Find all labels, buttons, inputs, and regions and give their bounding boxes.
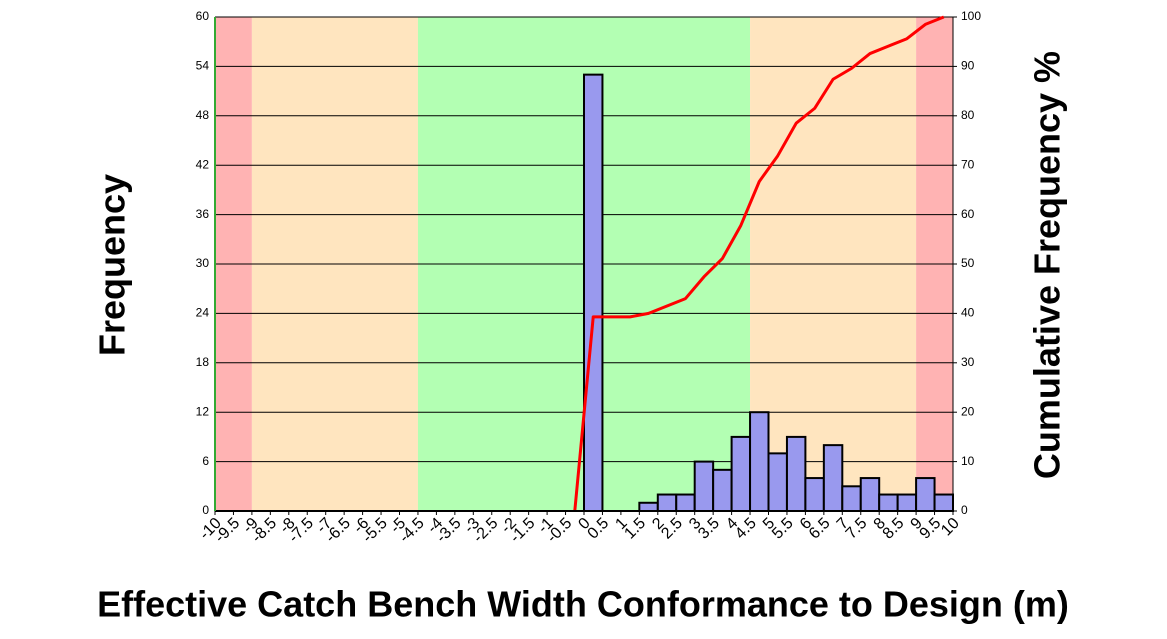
bar — [804, 477, 825, 513]
bar — [583, 73, 604, 512]
y-tick-label: 24 — [196, 306, 210, 320]
bar — [896, 493, 918, 512]
y-tick-label: 6 — [202, 454, 209, 468]
bar — [915, 477, 936, 513]
y-tick-label: 42 — [196, 157, 210, 171]
y-tick-label: 48 — [196, 108, 210, 122]
y-tick-label: 36 — [196, 207, 210, 221]
bar — [638, 501, 659, 512]
bar — [712, 468, 733, 513]
y-tick-label: 60 — [196, 9, 210, 23]
y-axis-title: Frequency — [92, 174, 133, 356]
y2-tick-label: 40 — [961, 306, 975, 320]
x-tick-label: 0.5 — [585, 515, 613, 543]
bar — [933, 493, 954, 512]
y2-tick-label: 50 — [961, 256, 975, 270]
x-tick-label: 10 — [938, 515, 963, 540]
x-tick-label: 1.5 — [621, 515, 649, 543]
bar — [878, 493, 899, 512]
y2-tick-label: 80 — [961, 108, 975, 122]
y-tick-label: 12 — [196, 404, 210, 418]
cumulative-line — [573, 15, 945, 512]
y2-tick-label: 20 — [961, 404, 975, 418]
y2-tick-label: 10 — [961, 454, 975, 468]
x-tick-label: 3.5 — [695, 515, 723, 543]
bar — [693, 460, 715, 513]
y-tick-label: 30 — [196, 256, 210, 270]
bar — [749, 411, 770, 513]
x-tick-label: 4.5 — [732, 515, 760, 543]
bar — [656, 493, 678, 512]
y2-axis-title: Cumulative Frequency % — [1027, 51, 1068, 479]
bar — [675, 493, 696, 512]
y2-tick-label: 60 — [961, 207, 975, 221]
y2-tick-label: 100 — [961, 9, 981, 23]
y2-tick-label: 70 — [961, 157, 975, 171]
bar — [822, 444, 844, 512]
y-tick-label: 18 — [196, 355, 210, 369]
x-tick-label: 5.5 — [769, 515, 797, 543]
x-tick-label: 8.5 — [880, 515, 908, 543]
y-tick-label: 0 — [202, 503, 209, 517]
bar — [841, 485, 862, 512]
y2-tick-label: 90 — [961, 59, 975, 73]
bar — [767, 452, 788, 513]
y2-tick-label: 0 — [961, 503, 968, 517]
x-tick-label: 7.5 — [843, 515, 871, 543]
bar — [859, 477, 881, 513]
y2-tick-label: 30 — [961, 355, 975, 369]
x-tick-label: 6.5 — [806, 515, 834, 543]
bar — [785, 435, 807, 512]
bar — [730, 435, 752, 512]
x-tick-label: 2.5 — [658, 515, 686, 543]
y-tick-label: 54 — [196, 59, 210, 73]
x-axis-title: Effective Catch Bench Width Conformance … — [97, 584, 1069, 625]
